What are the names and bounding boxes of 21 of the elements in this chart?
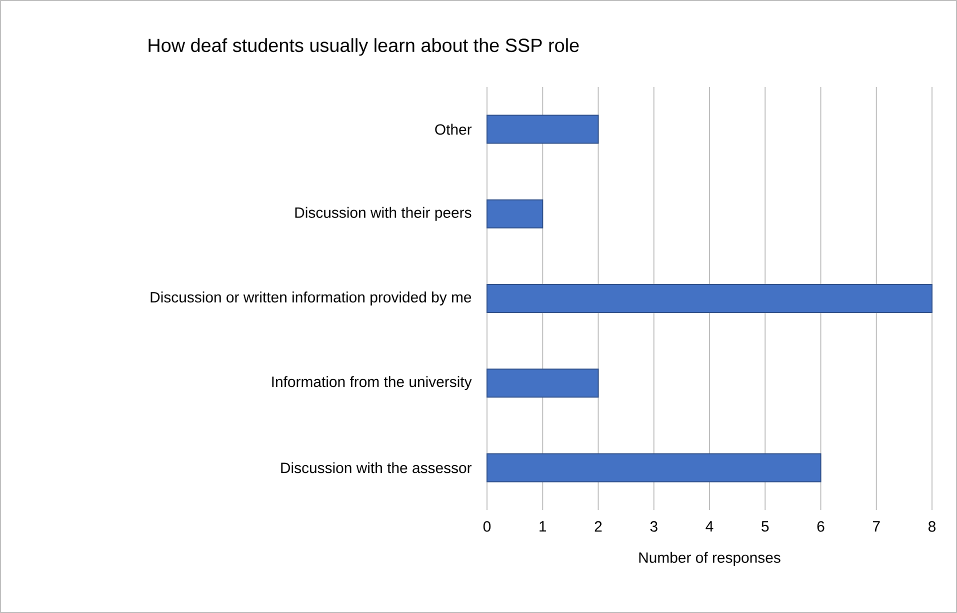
x-tick-label: 7 [872, 521, 880, 532]
chart-title: How deaf students usually learn about the SSP role [148, 38, 579, 56]
y-tick-label: Discussion with the assessor [281, 462, 472, 474]
x-tick-label: 0 [483, 521, 491, 532]
x-tick-label: 1 [540, 521, 546, 532]
x-axis-title: Number of responses [639, 552, 780, 566]
x-tick-label: 5 [762, 521, 769, 532]
x-tick-label: 6 [817, 521, 824, 532]
bar [486, 284, 933, 313]
bar [486, 368, 599, 398]
bar [486, 453, 822, 482]
x-tick-label: 3 [650, 521, 658, 532]
x-tick-label: 4 [706, 521, 714, 532]
y-tick-label: Discussion with their peers [295, 206, 472, 221]
y-tick-label: Information from the university [272, 376, 472, 390]
x-tick-label: 8 [928, 521, 936, 532]
bar [486, 114, 599, 144]
y-tick-label: Other [435, 124, 472, 135]
bar [486, 199, 544, 228]
x-tick-label: 2 [594, 521, 602, 532]
y-tick-label: Discussion or written information provided by me [150, 292, 472, 306]
